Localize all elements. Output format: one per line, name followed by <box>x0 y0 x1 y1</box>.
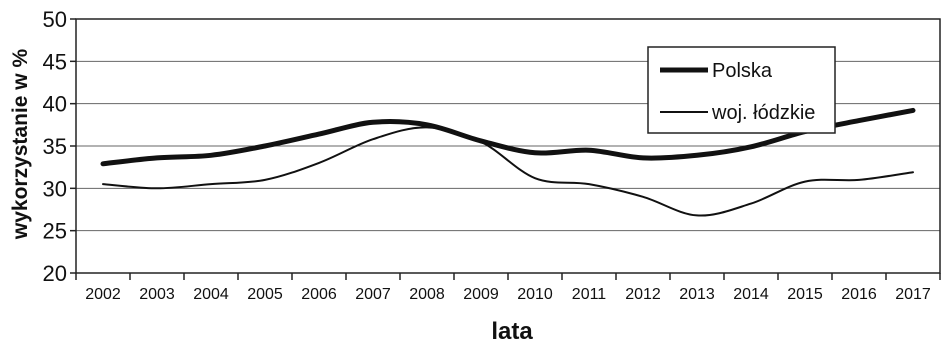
x-tick-label-2005: 2005 <box>247 286 283 303</box>
x-tick-label-2013: 2013 <box>679 286 715 303</box>
x-axis-ticks: 2002 2003 2004 2005 2006 2007 2008 2009 2010 2011… <box>75 273 941 303</box>
y-tick-label-45: 45 <box>43 49 67 74</box>
x-tick-label-2015: 2015 <box>787 286 823 303</box>
y-tick-label-35: 35 <box>43 134 67 159</box>
x-tick-label-2009: 2009 <box>463 286 499 303</box>
x-axis-title: lata <box>491 318 533 345</box>
legend-box <box>647 46 836 134</box>
legend-label-woj-lodzkie: woj. łódzkie <box>711 102 815 124</box>
x-tick-label-2017: 2017 <box>895 286 931 303</box>
x-tick-label-2011: 2011 <box>572 286 607 303</box>
series-line-polska <box>100 107 916 167</box>
x-tick-label-2008: 2008 <box>409 286 445 303</box>
y-tick-label-40: 40 <box>43 92 67 117</box>
series-line-woj-lodzkie <box>102 126 914 217</box>
x-tick-label-2003: 2003 <box>139 286 175 303</box>
y-tick-label-50: 50 <box>43 7 67 32</box>
x-tick-label-2007: 2007 <box>355 286 391 303</box>
x-tick-label-2012: 2012 <box>625 286 661 303</box>
legend: Polska woj. łódzkie <box>647 46 836 134</box>
x-tick-label-2004: 2004 <box>193 286 229 303</box>
y-tick-label-20: 20 <box>43 261 67 286</box>
y-tick-label-30: 30 <box>43 176 67 201</box>
legend-label-polska: Polska <box>712 60 773 82</box>
x-tick-label-2010: 2010 <box>517 286 553 303</box>
x-tick-label-2002: 2002 <box>85 286 121 303</box>
y-axis-title: wykorzystanie w % <box>9 49 32 241</box>
x-tick-label-2006: 2006 <box>301 286 337 303</box>
plot-area-frame <box>75 18 941 274</box>
y-axis-ticks: 20 25 30 35 40 45 50 <box>43 7 76 286</box>
x-tick-label-2014: 2014 <box>733 286 769 303</box>
series-lines <box>100 107 916 217</box>
x-tick-label-2016: 2016 <box>841 286 877 303</box>
y-tick-label-25: 25 <box>43 219 67 244</box>
